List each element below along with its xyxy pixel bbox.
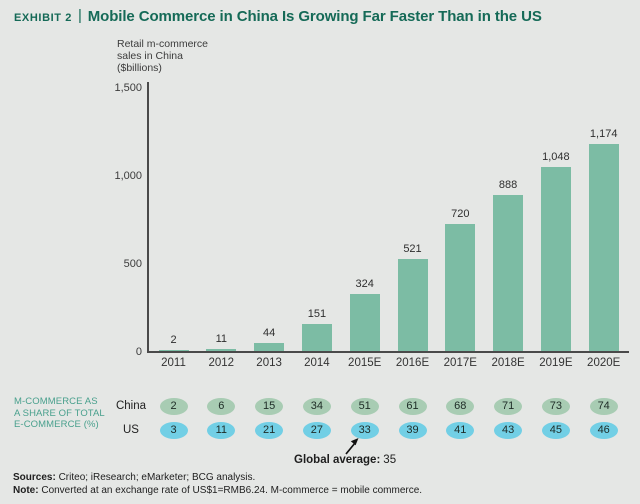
bar: [158, 350, 189, 351]
x-axis-label: 2019E: [539, 357, 573, 369]
exhibit-title: Exhibit 2 | Mobile Commerce in China Is Gr…: [14, 7, 542, 26]
x-axis-line: [147, 351, 629, 353]
annotation-arrow-icon: [345, 438, 359, 455]
bar: [349, 294, 380, 351]
bar-value-label: 720: [451, 208, 470, 220]
bar-value-label: 1,174: [589, 128, 618, 140]
title-separator: |: [77, 7, 82, 24]
bar: [493, 195, 524, 351]
y-axis-title: Retail m-commerce sales in China ($billi…: [117, 38, 209, 74]
y-tick-label: 1,500: [114, 82, 142, 94]
note-line: Note: Converted at an exchange rate of U…: [13, 484, 422, 497]
share-oval-china: 61: [398, 397, 427, 415]
share-oval-china: 15: [255, 397, 284, 415]
share-oval-us: 11: [207, 421, 236, 439]
note-label: Note:: [13, 485, 39, 496]
bar: [397, 259, 428, 351]
x-axis-label: 2011: [161, 357, 186, 369]
x-axis-label: 2014: [304, 357, 330, 369]
share-oval-china: 51: [350, 397, 379, 415]
bar-value-label: 888: [498, 179, 518, 191]
bar: [301, 324, 332, 351]
share-oval-china: 2: [159, 397, 188, 415]
bar-value-label: 151: [307, 308, 327, 320]
share-oval-us: 39: [398, 421, 427, 439]
note-text: Converted at an exchange rate of US$1=RM…: [38, 485, 423, 496]
share-oval-us: 27: [302, 421, 331, 439]
sources-label: Sources:: [13, 472, 56, 483]
share-section-label: M-COMMERCE AS A SHARE OF TOTAL E-COMMERC…: [14, 396, 105, 430]
share-oval-china: 71: [494, 397, 523, 415]
share-oval-china: 74: [589, 397, 618, 415]
share-oval-china: 34: [302, 397, 331, 415]
x-axis-label: 2012: [208, 357, 235, 369]
bar: [588, 144, 619, 351]
bar-value-label: 44: [262, 327, 276, 339]
share-oval-us: 41: [446, 421, 475, 439]
global-average-label: Global average:: [294, 454, 381, 466]
share-oval-us: 21: [255, 421, 284, 439]
x-axis-label: 2017E: [443, 357, 477, 369]
share-oval-china: 68: [446, 397, 475, 415]
y-tick-label: 0: [135, 346, 142, 358]
bar-value-label: 1,048: [542, 151, 570, 163]
share-oval-us: 46: [589, 421, 618, 439]
y-tick-label: 1,000: [114, 170, 142, 182]
share-oval-us: 33: [350, 421, 379, 439]
bar: [206, 349, 237, 351]
y-axis-line: [147, 82, 149, 352]
bar-value-label: 521: [403, 243, 422, 255]
bar-value-label: 324: [355, 278, 374, 290]
share-oval-us: 43: [494, 421, 523, 439]
global-average-value: 35: [383, 454, 397, 466]
row-label-us: US: [123, 424, 139, 436]
x-axis-label: 2020E: [587, 357, 621, 369]
row-label-china: China: [115, 400, 147, 412]
x-axis-label: 2018E: [491, 357, 525, 369]
bar: [540, 167, 571, 351]
bar: [254, 343, 285, 351]
global-average-annotation: Global average: 35: [294, 454, 396, 466]
share-oval-us: 3: [159, 421, 188, 439]
bar: [445, 224, 476, 351]
share-oval-china: 6: [207, 397, 236, 415]
x-axis-label: 2013: [256, 357, 282, 369]
share-oval-china: 73: [541, 397, 570, 415]
y-tick-label: 500: [123, 258, 142, 270]
footer: Sources: Criteo; iResearch; eMarketer; B…: [13, 471, 422, 497]
x-axis-label: 2016E: [395, 357, 430, 369]
sources-line: Sources: Criteo; iResearch; eMarketer; B…: [13, 471, 422, 484]
bar-value-label: 11: [215, 333, 227, 345]
share-oval-us: 45: [541, 421, 570, 439]
sources-text: Criteo; iResearch; eMarketer; BCG analys…: [55, 472, 256, 483]
bar-value-label: 2: [170, 334, 177, 346]
x-axis-label: 2015E: [348, 357, 382, 369]
title-text: Mobile Commerce in China Is Growing Far …: [87, 8, 542, 25]
exhibit-number: Exhibit 2: [14, 8, 72, 25]
